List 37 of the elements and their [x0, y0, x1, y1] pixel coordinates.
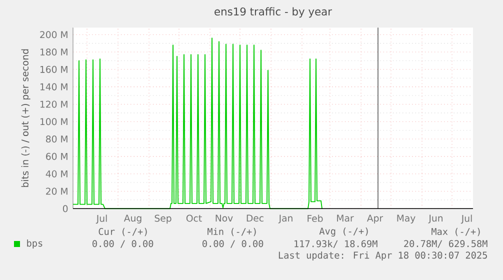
y-tick-label: 80 M [46, 136, 68, 143]
x-tick-label: Dec [246, 214, 264, 222]
x-tick-label: Jan [278, 214, 292, 224]
y-tick-label: 40 M [46, 170, 68, 178]
text: Cur (-/+) [98, 228, 147, 236]
x-tick-label: Sep [154, 214, 172, 224]
x-tick-label: Aug [124, 214, 142, 224]
text: 0.00 / 0.00 [202, 240, 264, 248]
text: Min (-/+) [208, 228, 256, 236]
y-tick-label: 60 M [46, 152, 68, 160]
x-tick-label: Jul [96, 214, 107, 224]
text: Avg (-/+) [319, 227, 368, 237]
y-tick-label: 160 M [40, 66, 68, 73]
y-tick-label: 20 M [46, 188, 68, 195]
text: 20.78M/ 629.58M [404, 240, 488, 248]
y-tick-label: 140 M [40, 83, 68, 90]
chart-title: ens19 traffic - by year [214, 7, 332, 18]
text: Max (-/+) [432, 228, 480, 236]
x-tick-label: Feb [308, 214, 323, 222]
text: 117.93k/ 18.69M [294, 240, 378, 248]
x-tick-label: May [397, 214, 416, 224]
text: 0.00 / 0.00 [92, 240, 154, 248]
line-series [72, 38, 322, 210]
x-tick-label: Apr [366, 214, 384, 224]
x-tick-label: Jun [428, 214, 442, 224]
text: Last update: Fri Apr 18 00:30:07 2025 [278, 251, 487, 261]
y-tick-label: 100 M [40, 118, 68, 126]
x-tick-label: Oct [186, 214, 202, 222]
x-tick-label: Nov [216, 214, 233, 222]
x-tick-label: Jul [460, 214, 472, 224]
x-tick-label: Mar [337, 214, 354, 222]
y-tick-label: 120 M [40, 100, 68, 108]
y-tick-label: 0 [62, 205, 68, 212]
y-axis-title: bits in (-) / out (+) per second [21, 49, 30, 187]
y-tick-label: 200 M [40, 31, 68, 38]
y-tick-label: 180 M [40, 48, 68, 56]
legend-label: bps [27, 239, 42, 249]
